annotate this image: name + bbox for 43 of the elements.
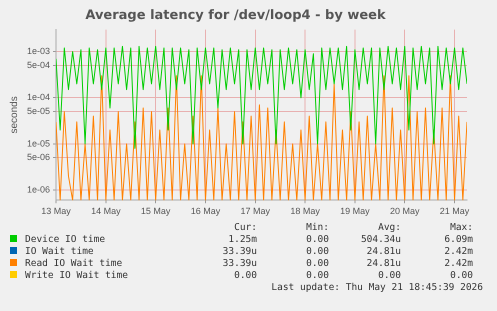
text: 24.81u	[366, 246, 401, 258]
x-tick-label: 16 May	[190, 206, 221, 216]
y-tick-label: 1e-06	[26, 184, 50, 194]
text: 0.00	[233, 269, 257, 281]
text: 1.25m	[227, 234, 257, 246]
y-tick-label: 1e-05	[26, 138, 50, 148]
y-tick-label: 1e-03	[26, 46, 50, 56]
x-tick-label: 20 May	[390, 206, 420, 216]
y-tick-label: 5e-06	[26, 152, 50, 162]
text: 0.00	[377, 269, 401, 281]
text: Min:	[305, 222, 329, 234]
text: Cur:	[233, 222, 257, 234]
text: 2.42m	[443, 257, 473, 270]
x-tick-label: 14 May	[91, 206, 122, 216]
x-tick-label: 15 May	[140, 206, 171, 216]
text: 6.09m	[443, 234, 473, 246]
text: Max:	[449, 222, 473, 234]
y-axis-title: seconds	[8, 96, 20, 134]
legend-label: Device IO time	[24, 234, 106, 246]
text: 33.39u	[222, 246, 257, 258]
text: 0.00	[305, 234, 329, 246]
text: 0.00	[305, 257, 329, 270]
x-tick-label: 13 May	[41, 206, 72, 216]
text: 24.81u	[366, 257, 401, 270]
legend-label: IO Wait time	[24, 246, 95, 258]
text: 33.39u	[222, 257, 257, 270]
x-tick-label: 17 May	[240, 206, 271, 216]
legend-label: Read IO Wait time	[24, 257, 124, 270]
y-tick-label: 5e-05	[26, 106, 50, 116]
text: 0.00	[305, 246, 329, 258]
y-tick-label: 1e-04	[26, 92, 50, 102]
text: 0.00	[305, 269, 329, 281]
text: 0.00	[449, 269, 473, 281]
text: 504.34u	[360, 234, 401, 246]
text: 2.42m	[443, 246, 473, 258]
x-tick-label: 19 May	[340, 206, 370, 216]
text: Avg:	[377, 222, 401, 234]
text: Last update: Thu May 21 18:45:39 2026	[271, 282, 483, 293]
chart-title: Average latency for /dev/loop4 - by week	[85, 8, 386, 24]
legend-label: Write IO Wait time	[24, 269, 129, 281]
x-tick-label: 18 May	[290, 206, 320, 216]
y-tick-label: 5e-04	[26, 60, 50, 70]
x-tick-label: 21 May	[440, 206, 470, 216]
